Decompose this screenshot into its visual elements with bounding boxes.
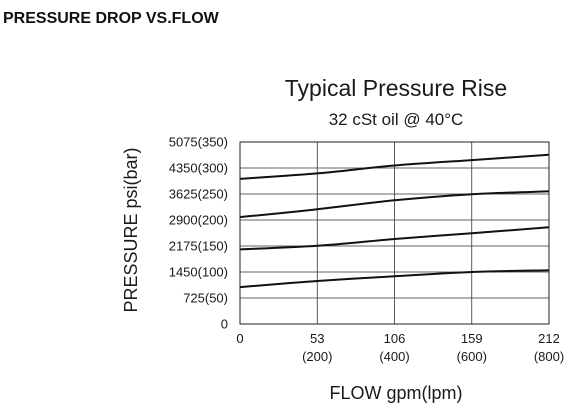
- grid: [239, 141, 550, 325]
- x-tick-sublabel: (800): [534, 349, 564, 364]
- x-tick-sublabel: (200): [302, 349, 332, 364]
- x-tick-sublabel: (400): [379, 349, 409, 364]
- y-tick-labels: 0 725(50) 1450(100) 2175(150) 2900(200) 3625(…: [169, 135, 228, 332]
- y-tick-label: 4350(300): [169, 161, 228, 176]
- series-line-4: [239, 153, 550, 180]
- y-tick-label: 3625(250): [169, 187, 228, 202]
- y-axis-label: PRESSURE psi(bar): [121, 147, 141, 312]
- x-tick-label: 0: [236, 331, 243, 346]
- chart-subtitle: 32 cSt oil @ 40°C: [329, 110, 464, 129]
- x-tick-labels: 0 53 (200) 106 (400) 159 (600) 212 (800): [236, 331, 564, 364]
- series-line-3: [239, 190, 550, 219]
- y-tick-label: 1450(100): [169, 265, 228, 280]
- y-tick-label: 725(50): [183, 291, 228, 306]
- series-lines: [239, 153, 550, 289]
- x-tick-label: 53: [310, 331, 324, 346]
- y-tick-label: 2900(200): [169, 213, 228, 228]
- chart-title: Typical Pressure Rise: [285, 75, 507, 101]
- x-axis-label: FLOW gpm(lpm): [329, 383, 462, 403]
- x-tick-sublabel: (600): [457, 349, 487, 364]
- y-tick-label: 2175(150): [169, 239, 228, 254]
- series-line-1: [239, 269, 550, 289]
- plot-frame: [239, 141, 550, 325]
- y-tick-label: 5075(350): [169, 135, 228, 150]
- y-tick-label: 0: [221, 317, 228, 332]
- series-line-2: [239, 226, 550, 251]
- section-heading: PRESSURE DROP VS.FLOW: [3, 10, 220, 27]
- x-tick-label: 212: [538, 331, 560, 346]
- x-tick-label: 106: [384, 331, 406, 346]
- x-tick-label: 159: [461, 331, 483, 346]
